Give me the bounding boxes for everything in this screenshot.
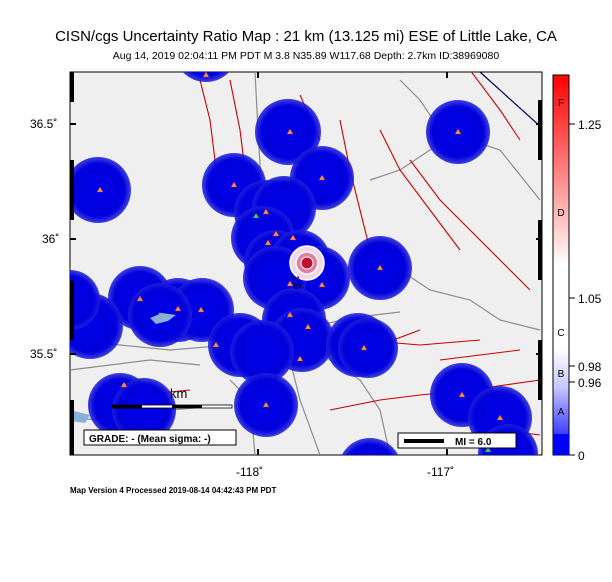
grade-letter: D	[557, 208, 564, 219]
grade-letter: C	[557, 328, 564, 339]
mi-label: MI = 6.0	[455, 437, 492, 448]
grade-letter: F	[558, 98, 564, 109]
lat-tick-label: 36˚	[42, 232, 59, 246]
highlight-station	[485, 447, 491, 452]
lat-tick-label: 35.5˚	[30, 347, 57, 361]
colorbar-value: 0	[578, 449, 585, 463]
colorbar-value: 0.96	[578, 376, 602, 390]
grade-label: GRADE: - (Mean sigma: -)	[89, 434, 211, 445]
mi-legend: MI = 6.0	[397, 432, 517, 449]
lon-tick-label: -117˚	[427, 465, 454, 479]
lon-tick-label: -118˚	[236, 465, 263, 479]
map-title: CISN/cgs Uncertainty Ratio Map : 21 km (…	[55, 28, 557, 45]
lat-tick-label: 36.5˚	[30, 117, 57, 131]
state-boundary	[479, 71, 543, 129]
event-info: Aug 14, 2019 02:04:11 PM PDT M 3.8 N35.8…	[112, 50, 500, 62]
lakes	[70, 313, 176, 423]
contour-label: 1.5	[289, 275, 302, 291]
colorbar-value: 1.25	[578, 118, 602, 132]
colorbar-gradient	[552, 74, 570, 456]
grade-letter: A	[558, 407, 565, 418]
highlight-station	[253, 213, 259, 218]
epicenter-contour: 1.5	[289, 245, 325, 291]
colorbar-value: 0.98	[578, 360, 602, 374]
grade-letter: B	[558, 369, 565, 380]
scale-bar: km	[111, 386, 233, 409]
map-version-footer: Map Version 4 Processed 2019-08-14 04:42…	[70, 486, 277, 495]
colorbar-value: 1.05	[578, 292, 602, 306]
colorbar: 1.25 1.05 0.98 0.96 0 F D C B A	[552, 74, 602, 463]
grade-box: GRADE: - (Mean sigma: -)	[83, 429, 237, 446]
scale-label: km	[170, 386, 187, 401]
frame-ticks	[70, 72, 542, 455]
colorbar-base	[553, 434, 569, 455]
station-markers	[96, 72, 504, 421]
